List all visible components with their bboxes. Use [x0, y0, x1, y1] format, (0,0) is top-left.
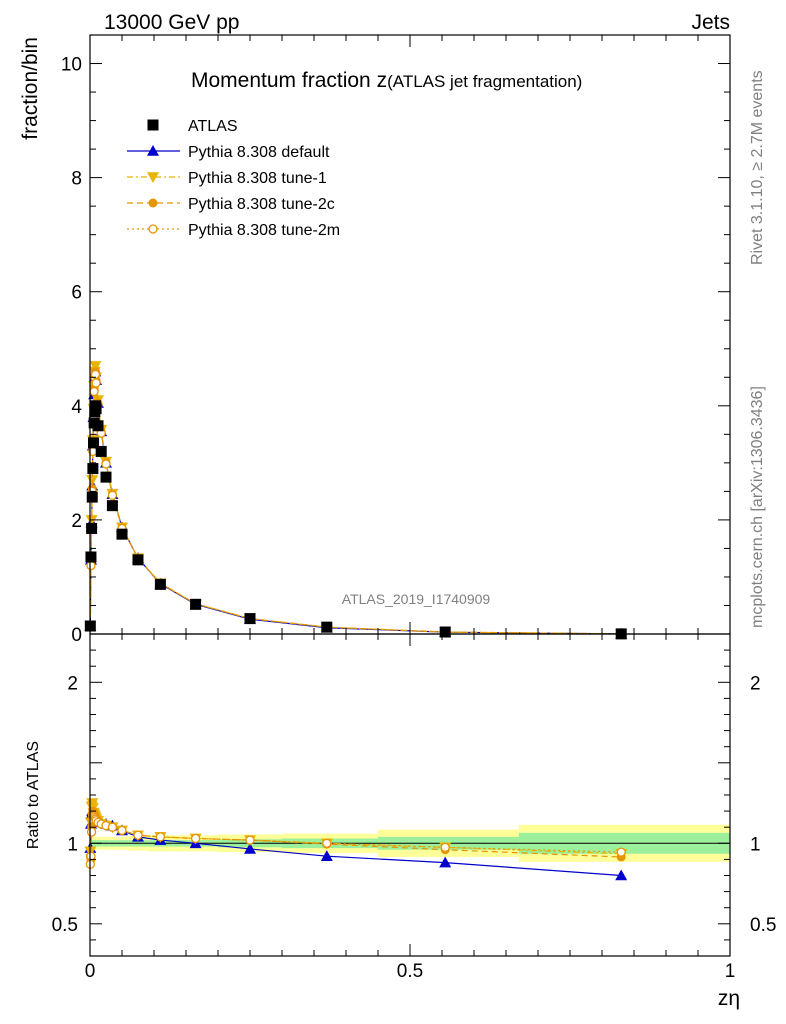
main-title-text: Momentum fraction z — [191, 69, 387, 92]
main-point-atlas — [92, 420, 104, 432]
ratio-point-pythia-8-308-tune-2m — [155, 832, 166, 842]
main-point-pythia-8-308-tune-1 — [89, 361, 102, 372]
ratio-y-tick-label-right: 2 — [750, 673, 761, 694]
main-point-atlas — [244, 613, 256, 625]
main-point-atlas — [106, 500, 118, 512]
ratio-series-pythia-8-308-tune-2m — [85, 811, 626, 869]
main-y-tick-label: 10 — [61, 55, 82, 76]
x-tick-label: 1 — [725, 961, 736, 982]
main-y-tick-label: 8 — [71, 169, 82, 190]
main-y-tick-label: 2 — [71, 511, 82, 532]
ratio-point-pythia-8-308-tune-2m — [133, 830, 143, 840]
ratio-point-pythia-8-308-default — [320, 850, 333, 861]
ratio-point-pythia-8-308-default — [244, 842, 256, 854]
ratio-point-pythia-8-308-tune-2m — [440, 842, 450, 852]
legend-label: Pythia 8.308 tune-2c — [188, 196, 335, 213]
main-title-sub: (ATLAS jet fragmentation) — [387, 72, 582, 91]
ratio-point-pythia-8-308-tune-2m — [107, 822, 118, 832]
main-frame — [89, 34, 731, 635]
main-point-atlas — [85, 551, 97, 563]
ratio-y-tick-label-left: 0.5 — [52, 915, 78, 936]
legend-item-pythia-8-308-tune-2m: Pythia 8.308 tune-2m — [127, 222, 340, 239]
rivet-version-label: Rivet 3.1.10, ≥ 2.7M events — [749, 70, 766, 265]
ratio-point-pythia-8-308-tune-2m — [245, 835, 255, 845]
legend-label: Pythia 8.308 default — [188, 144, 330, 161]
legend-marker — [147, 172, 159, 183]
main-point-atlas — [190, 598, 202, 610]
main-y-tick-label: 6 — [71, 283, 82, 304]
ratio-point-pythia-8-308-default — [439, 856, 452, 868]
ratio-frame — [89, 633, 731, 957]
ratio-point-pythia-8-308-tune-2m — [86, 851, 96, 861]
main-point-pythia-8-308-tune-2m — [86, 560, 96, 571]
legend-label: Pythia 8.308 tune-2m — [188, 222, 340, 239]
ratio-point-pythia-8-308-default — [615, 869, 628, 881]
main-ylabel: fraction/bin — [19, 37, 42, 140]
ratio-y-tick-label-left: 1 — [67, 834, 78, 855]
legend-marker — [147, 145, 159, 156]
main-point-atlas — [86, 491, 98, 503]
ratio-y-tick-label-right: 0.5 — [750, 915, 776, 936]
main-y-tick-label: 0 — [71, 625, 82, 646]
main-point-atlas — [95, 445, 107, 457]
ratio-point-pythia-8-308-tune-2m — [616, 847, 626, 857]
ratio-y-tick-label-left: 2 — [67, 673, 78, 694]
ratio-point-pythia-8-308-tune-2m — [322, 838, 332, 848]
header-left-label: 13000 GeV pp — [104, 11, 239, 34]
legend-item-pythia-8-308-default: Pythia 8.308 default — [127, 144, 330, 161]
legend-marker — [148, 198, 158, 208]
legend-label: Pythia 8.308 tune-1 — [188, 170, 327, 187]
legend-label: ATLAS — [188, 118, 238, 135]
ratio-point-pythia-8-308-tune-2m — [117, 825, 127, 836]
main-point-pythia-8-308-tune-2m — [107, 490, 118, 501]
legend-item-pythia-8-308-tune-2c: Pythia 8.308 tune-2c — [127, 196, 335, 213]
main-point-pythia-8-308-tune-2m — [91, 378, 101, 388]
main-point-pythia-8-308-tune-2m — [89, 386, 99, 397]
main-point-atlas — [154, 578, 166, 590]
main-point-atlas — [321, 621, 333, 633]
watermark: ATLAS_2019_I1740909 — [342, 591, 491, 607]
x-tick-label: 0.5 — [397, 961, 423, 982]
main-point-atlas — [90, 403, 102, 415]
main-point-atlas — [116, 528, 128, 540]
main-point-atlas — [439, 626, 451, 638]
ratio-y-tick-label-right: 1 — [750, 834, 761, 855]
legend-item-pythia-8-308-tune-1: Pythia 8.308 tune-1 — [127, 170, 327, 187]
main-point-atlas — [87, 463, 99, 475]
legend: ATLAS Pythia 8.308 default Pythia 8.308 tu… — [127, 118, 340, 239]
x-tick-label: 0 — [85, 961, 96, 982]
main-point-pythia-8-308-tune-2m — [101, 459, 111, 469]
main-title: Momentum fraction z(ATLAS jet fragmentat… — [191, 69, 582, 92]
legend-marker — [147, 119, 159, 131]
legend-marker — [148, 224, 158, 234]
x-axis-label: zη — [718, 987, 740, 1010]
ratio-point-pythia-8-308-tune-2m — [86, 827, 97, 837]
main-point-atlas — [88, 437, 100, 449]
main-y-tick-label: 4 — [71, 397, 82, 418]
main-point-atlas — [86, 522, 98, 534]
main-point-atlas — [100, 471, 112, 483]
header-right-label: Jets — [691, 11, 730, 34]
main-point-atlas — [132, 554, 144, 566]
ratio-point-pythia-8-308-tune-2m — [190, 833, 201, 844]
ratio-uncertainty-bands — [90, 824, 730, 862]
legend-item-atlas: ATLAS — [147, 118, 238, 135]
mcplots-label: mcplots.cern.ch [arXiv:1306.3436] — [749, 386, 766, 628]
ratio-ylabel: Ratio to ATLAS — [25, 741, 42, 849]
